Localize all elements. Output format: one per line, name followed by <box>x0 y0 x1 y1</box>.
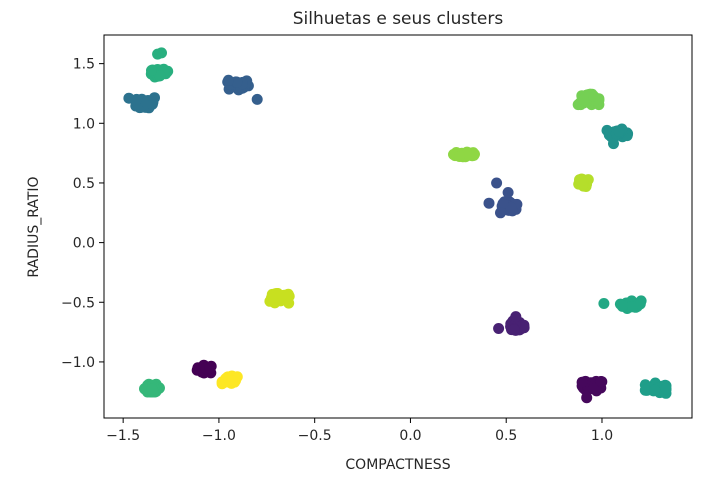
cluster-6-point <box>613 125 625 137</box>
x-tick-label: −1.0 <box>202 428 236 444</box>
cluster-1-point <box>595 376 607 387</box>
x-tick-label: 0.5 <box>495 428 517 444</box>
plot-frame <box>103 34 693 419</box>
cluster-8-point <box>598 298 610 309</box>
chart-title: Silhuetas e seus clusters <box>293 9 504 29</box>
cluster-7-point <box>660 383 672 395</box>
cluster-2-point <box>508 324 520 336</box>
y-tick-label: −1.0 <box>61 355 95 371</box>
x-tick-label: −1.5 <box>106 428 140 444</box>
y-tick-label: 1.0 <box>73 116 95 132</box>
cluster-11-point <box>578 94 589 106</box>
x-tick-label: −0.5 <box>298 428 332 444</box>
cluster-3-point <box>495 207 506 219</box>
cluster-3-point <box>502 187 514 198</box>
cluster-9-point <box>152 48 164 60</box>
cluster-1-point <box>588 383 600 394</box>
cluster-12-point <box>454 151 465 162</box>
x-axis-label: COMPACTNESS <box>345 457 450 473</box>
cluster-14-point <box>283 297 295 309</box>
cluster-3-point <box>491 177 503 189</box>
cluster-2-point <box>493 323 505 334</box>
cluster-4-point <box>231 76 243 88</box>
cluster-1-point <box>581 392 593 404</box>
y-axis-label: RADIUS_RATIO <box>26 176 42 277</box>
y-tick-label: 0.5 <box>73 176 95 192</box>
y-tick-label: 0.0 <box>73 236 95 252</box>
cluster-9-point <box>146 65 157 76</box>
y-tick-label: 1.5 <box>73 57 95 73</box>
x-tick-label: 0.0 <box>399 428 421 444</box>
cluster-5-point <box>131 93 143 105</box>
cluster-8-point <box>616 300 628 312</box>
cluster-5-point <box>149 92 160 104</box>
cluster-9-point <box>154 70 166 82</box>
cluster-3-point <box>483 197 495 209</box>
cluster-7-point <box>649 384 661 396</box>
cluster-1-point <box>576 376 588 388</box>
x-tick-label: 1.0 <box>591 428 613 444</box>
cluster-6-point <box>608 138 619 150</box>
cluster-14-point <box>266 292 278 304</box>
cluster-11-point <box>588 90 600 102</box>
cluster-4-point <box>251 93 263 105</box>
cluster-13-point <box>575 175 587 187</box>
cluster-0-point <box>204 362 216 374</box>
cluster-15-point <box>226 375 238 387</box>
cluster-3-point <box>497 198 509 210</box>
cluster-7-point <box>639 384 651 396</box>
cluster-4-point <box>223 74 234 86</box>
points-layer <box>123 47 672 404</box>
y-axis: −1.0 −0.5 0.0 0.5 1.0 1.5 <box>61 57 104 371</box>
x-axis: −1.5 −1.0 −0.5 0.0 0.5 1.0 <box>106 418 613 444</box>
cluster-10-point <box>146 383 158 395</box>
y-tick-label: −0.5 <box>61 295 95 311</box>
cluster-2-point <box>510 311 522 323</box>
cluster-8-point <box>627 301 638 313</box>
